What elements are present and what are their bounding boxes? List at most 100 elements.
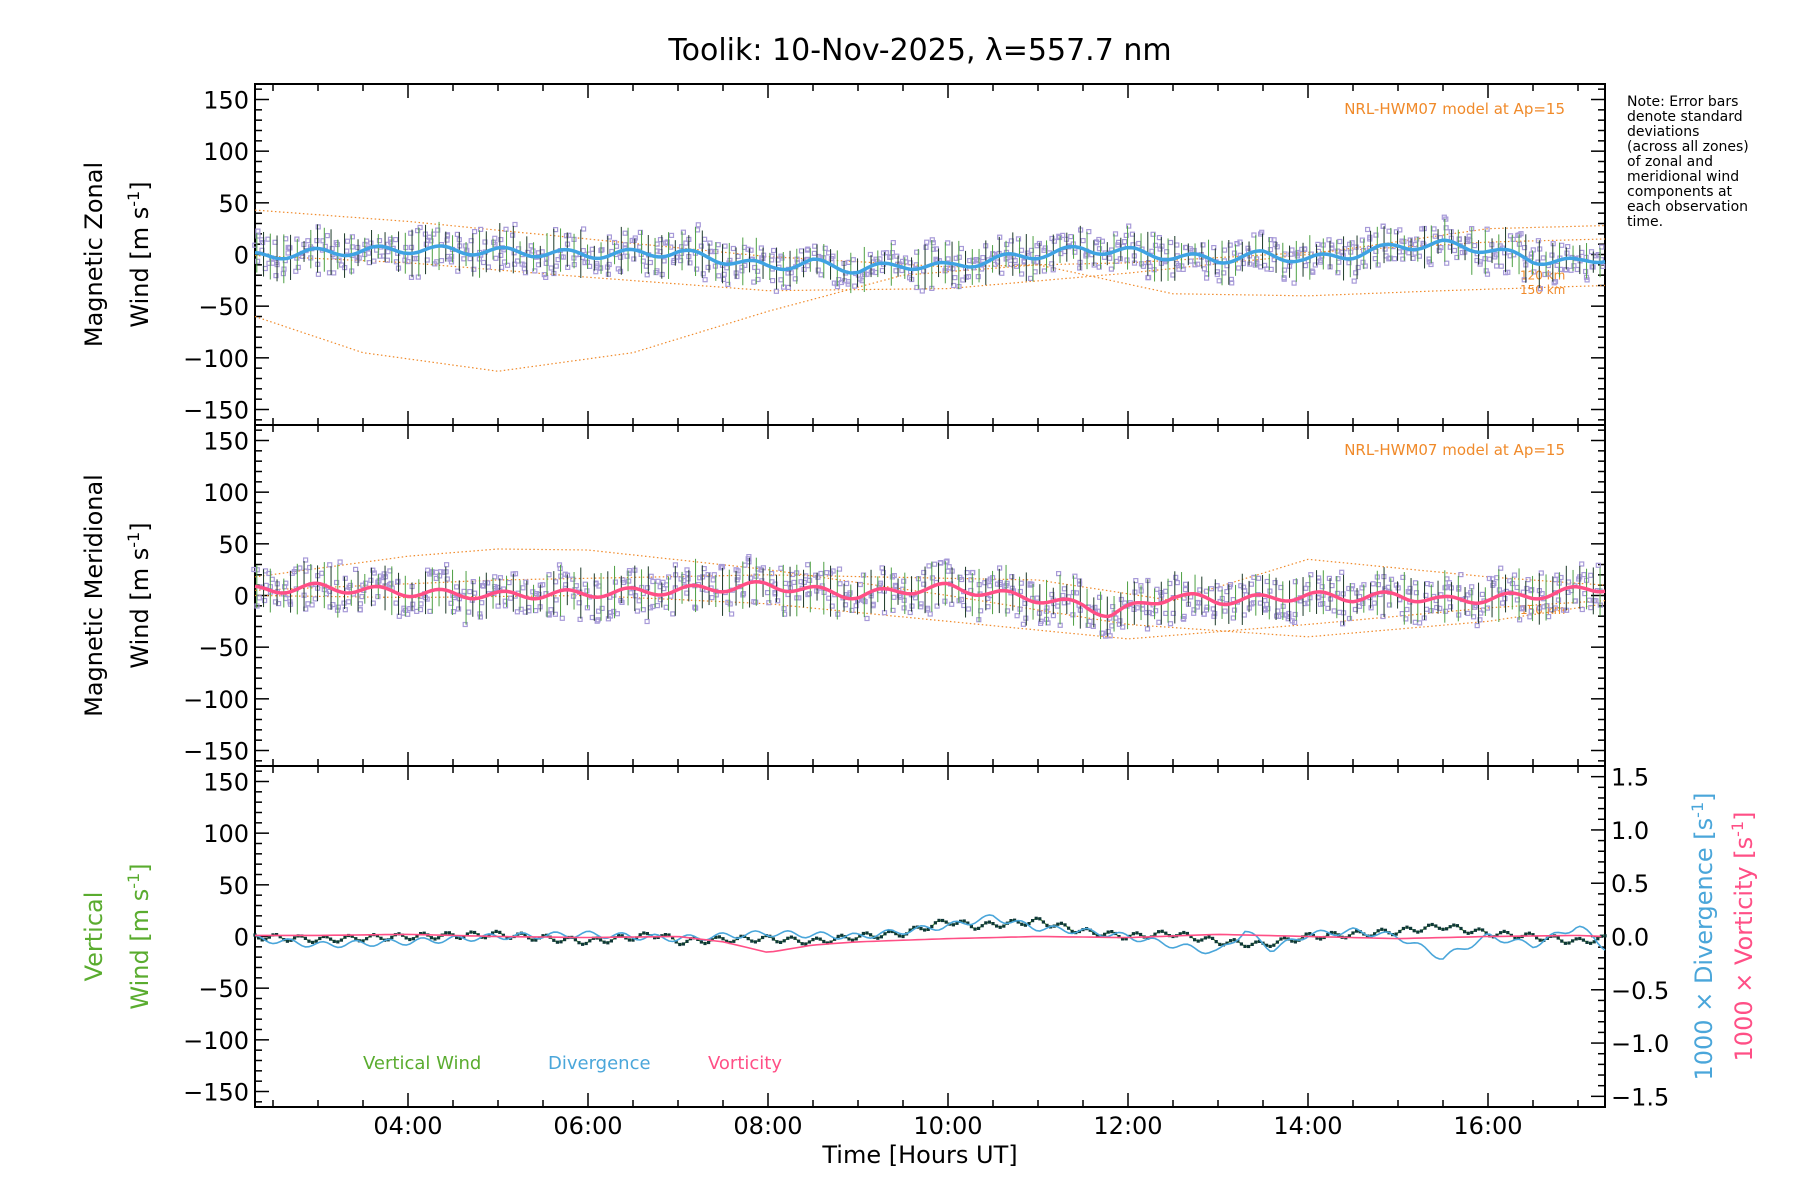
y-axis-label: Magnetic Zonal <box>80 162 108 347</box>
scatter-point <box>1201 266 1208 272</box>
scatter-point <box>295 264 301 270</box>
scatter-point <box>617 268 624 274</box>
vertical-wind-point <box>1398 929 1402 934</box>
scatter-point <box>1336 259 1342 265</box>
vertical-wind-point <box>1279 937 1283 941</box>
scatter-point <box>1410 255 1416 261</box>
scatter-point <box>1498 565 1504 571</box>
vertical-wind-point <box>998 925 1002 929</box>
y-tick-label-right: −1.0 <box>1611 1030 1669 1058</box>
scatter-point <box>599 605 605 612</box>
vertical-wind-point <box>977 926 981 930</box>
vertical-wind-point <box>732 939 736 943</box>
scatter-point <box>953 255 959 261</box>
scatter-point <box>1211 613 1217 619</box>
vertical-wind-point <box>829 940 833 944</box>
vertical-wind-point <box>1459 926 1463 931</box>
legend-item: Vertical Wind <box>363 1053 481 1074</box>
scatter-point <box>1407 237 1413 243</box>
legend-item: Divergence <box>548 1053 651 1074</box>
vertical-wind-point <box>995 924 999 928</box>
y-tick-label: −50 <box>198 293 249 321</box>
scatter-point <box>1584 277 1590 283</box>
scatter-point <box>985 604 991 610</box>
scatter-point <box>770 247 777 254</box>
scatter-point <box>687 260 693 266</box>
vertical-wind-point <box>865 931 869 935</box>
vertical-wind-point <box>775 940 779 944</box>
vertical-wind-point <box>404 936 408 940</box>
vertical-wind-point <box>1193 938 1197 942</box>
vertical-wind-point <box>1257 939 1261 943</box>
vertical-wind-point <box>959 919 963 923</box>
scatter-point <box>508 595 514 601</box>
scatter-point <box>907 260 913 266</box>
scatter-point <box>1121 239 1128 245</box>
scatter-point <box>1240 260 1246 267</box>
scatter-point <box>1406 250 1412 256</box>
scatter-point <box>781 611 788 617</box>
scatter-point <box>766 600 772 606</box>
vertical-wind-point <box>1250 942 1254 946</box>
scatter-point <box>671 258 677 264</box>
scatter-point <box>396 613 402 619</box>
scatter-point <box>1375 262 1381 268</box>
vertical-wind-point <box>1110 930 1114 934</box>
scatter-point <box>1136 240 1142 247</box>
scatter-point <box>877 256 883 262</box>
scatter-point <box>1114 258 1120 264</box>
scatter-point <box>405 611 411 617</box>
scatter-point <box>654 602 661 609</box>
vertical-wind-point <box>627 938 631 942</box>
vertical-wind-point <box>429 936 433 940</box>
scatter-point <box>1112 231 1119 237</box>
vertical-wind-point <box>761 935 765 940</box>
scatter-point <box>305 238 311 244</box>
vertical-wind-point <box>541 934 545 938</box>
scatter-point <box>1018 271 1025 277</box>
scatter-point <box>498 252 504 258</box>
y-tick-label: 100 <box>203 479 249 507</box>
vertical-wind-point <box>807 940 811 944</box>
scatter-point <box>1281 275 1287 281</box>
scatter-point <box>1447 244 1453 250</box>
vertical-wind-point <box>325 935 329 939</box>
scatter-point <box>1267 247 1274 253</box>
vertical-wind-point <box>919 927 923 931</box>
vertical-wind-point <box>1045 923 1049 927</box>
scatter-point <box>707 240 713 246</box>
scatter-point <box>255 258 261 264</box>
scatter-point <box>1254 261 1260 267</box>
scatter-point <box>1346 615 1353 622</box>
vertical-wind-point <box>671 936 675 940</box>
scatter-point <box>791 579 797 586</box>
vertical-wind-point <box>1412 929 1416 933</box>
scatter-point <box>408 274 415 280</box>
vertical-wind-point <box>458 936 462 940</box>
vertical-wind-point <box>1427 923 1431 927</box>
scatter-point <box>405 259 411 265</box>
scatter-point <box>256 595 262 601</box>
scatter-point <box>1557 266 1564 272</box>
scatter-point <box>1355 264 1361 271</box>
scatter-point <box>589 614 595 621</box>
scatter-point <box>577 616 583 623</box>
vertical-wind-point <box>1585 940 1589 944</box>
vertical-wind-point <box>617 934 621 938</box>
scatter-point <box>614 611 621 617</box>
vertical-wind-point <box>1423 926 1427 930</box>
scatter-point <box>778 565 784 571</box>
scatter-point <box>1241 612 1247 618</box>
y-tick-label: 50 <box>218 190 249 218</box>
vertical-wind-point <box>851 938 855 942</box>
vertical-wind-point <box>728 940 732 945</box>
scatter-point <box>303 557 309 563</box>
scatter-point <box>1116 621 1123 627</box>
vertical-wind-point <box>1239 942 1243 946</box>
scatter-point <box>1325 605 1331 612</box>
scatter-point <box>825 250 832 256</box>
scatter-point <box>266 570 272 577</box>
scatter-point <box>949 601 955 607</box>
scatter-point <box>388 580 394 587</box>
vertical-wind-point <box>1023 923 1027 927</box>
